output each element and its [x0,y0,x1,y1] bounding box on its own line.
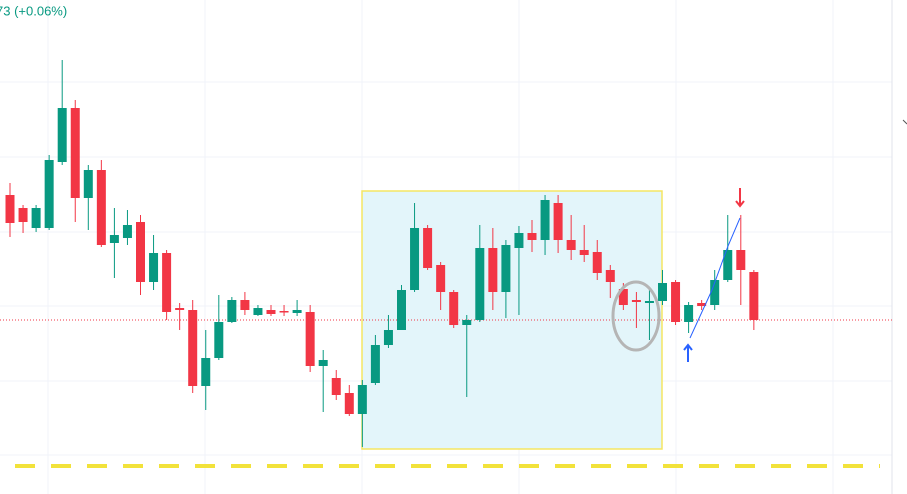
candle-body [527,233,537,240]
candle-body [671,282,681,322]
candle-body [96,170,106,245]
candle-body [501,245,511,292]
trend-line [689,217,741,339]
candle-body [253,308,263,315]
candle-body [331,378,341,395]
candle-body [423,228,433,268]
candle-body [188,310,198,386]
candle-body [227,300,237,322]
candle-body [279,311,289,313]
candle-body [579,250,589,255]
chart-title: 73 (+0.06%) [0,3,67,18]
candle-body [357,385,367,414]
candle-body [566,240,576,250]
candle-body [370,345,380,383]
candle-body [553,203,563,240]
candle-body [462,320,472,325]
candle-body [305,312,315,366]
candle-body [592,252,602,273]
candle-body [214,322,224,358]
candle-body [18,208,28,222]
candle-body [266,310,276,314]
candle-body [514,233,524,248]
highlight-box [361,190,663,450]
candle-body [658,283,667,301]
candle-body [122,225,132,238]
candle-body [736,250,746,270]
candle-body [44,160,54,228]
candles [5,60,759,447]
candle-body [149,253,159,282]
up-arrow [683,343,693,362]
candle-body [684,305,694,322]
candle-body [618,289,628,305]
candle-body [162,253,172,312]
scale-mark [902,119,907,125]
candle-body [70,108,80,198]
candle-body [449,292,459,325]
circle-annotation [611,280,661,352]
candle-body [397,290,406,330]
candle-body [605,270,615,282]
candle-body [710,280,720,305]
candle-body [488,248,498,292]
down-arrow [735,188,745,208]
candle-body [697,303,707,306]
candle-body [436,265,446,292]
candle-body [383,330,393,345]
candle-body [109,235,119,243]
candle-body [631,300,641,302]
candle-body [540,200,550,240]
candle-body [175,308,185,310]
candle-body [749,272,759,320]
candle-body [410,228,420,290]
candle-body [83,170,93,198]
candle-body [201,358,211,386]
candle-body [136,222,145,282]
candle-body [57,108,67,162]
candle-body [644,301,654,303]
candle-body [318,360,328,366]
candle-body [475,248,485,320]
candle-body [31,208,41,228]
candle-body [292,310,302,313]
candle-body [723,250,733,280]
candle-body [5,195,15,223]
candle-body [344,393,354,414]
candle-body [240,300,250,310]
